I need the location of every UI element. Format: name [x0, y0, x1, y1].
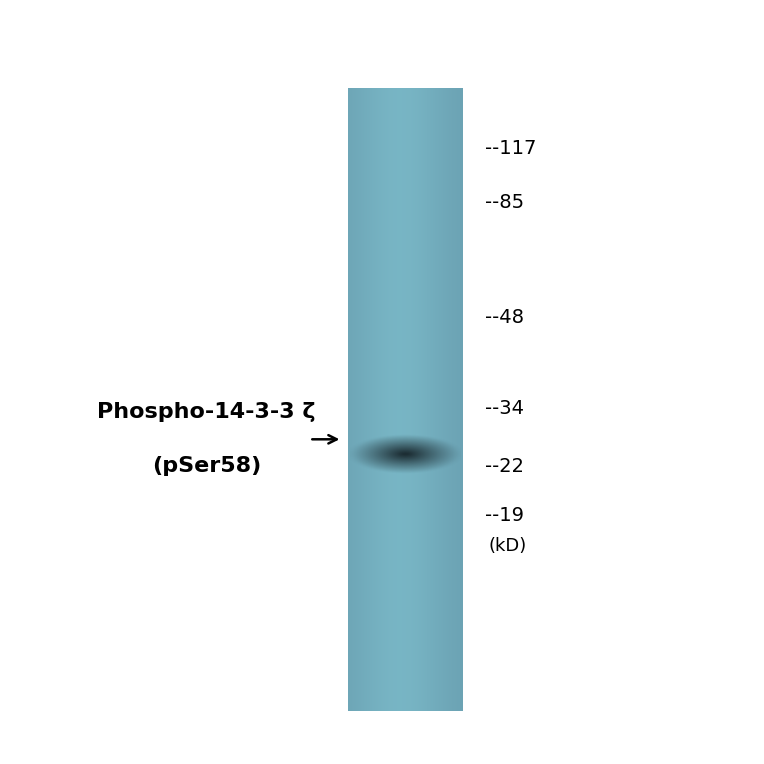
Text: --19: --19 — [485, 507, 524, 525]
Text: --48: --48 — [485, 308, 524, 326]
Text: --22: --22 — [485, 457, 524, 475]
Text: Phospho-14-3-3 ζ: Phospho-14-3-3 ζ — [97, 403, 316, 422]
Text: (pSer58): (pSer58) — [152, 456, 261, 476]
Text: --117: --117 — [485, 140, 536, 158]
Text: --34: --34 — [485, 400, 524, 418]
Text: (kD): (kD) — [489, 537, 527, 555]
Text: --85: --85 — [485, 193, 524, 212]
